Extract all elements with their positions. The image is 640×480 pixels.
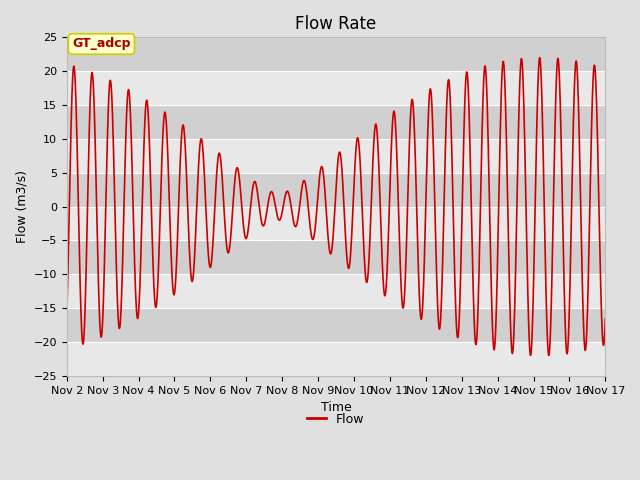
Bar	[67, 308, 605, 342]
Bar	[67, 275, 605, 308]
Bar	[67, 71, 605, 105]
Bar	[67, 37, 605, 71]
Bar	[67, 105, 605, 139]
Text: GT_adcp: GT_adcp	[72, 37, 131, 50]
Legend: Flow: Flow	[303, 408, 370, 431]
Bar	[67, 240, 605, 275]
Title: Flow Rate: Flow Rate	[296, 15, 377, 33]
X-axis label: Time: Time	[321, 401, 351, 414]
Bar	[67, 206, 605, 240]
Bar	[67, 173, 605, 206]
Bar	[67, 342, 605, 376]
Y-axis label: Flow (m3/s): Flow (m3/s)	[15, 170, 28, 243]
Bar	[67, 139, 605, 173]
